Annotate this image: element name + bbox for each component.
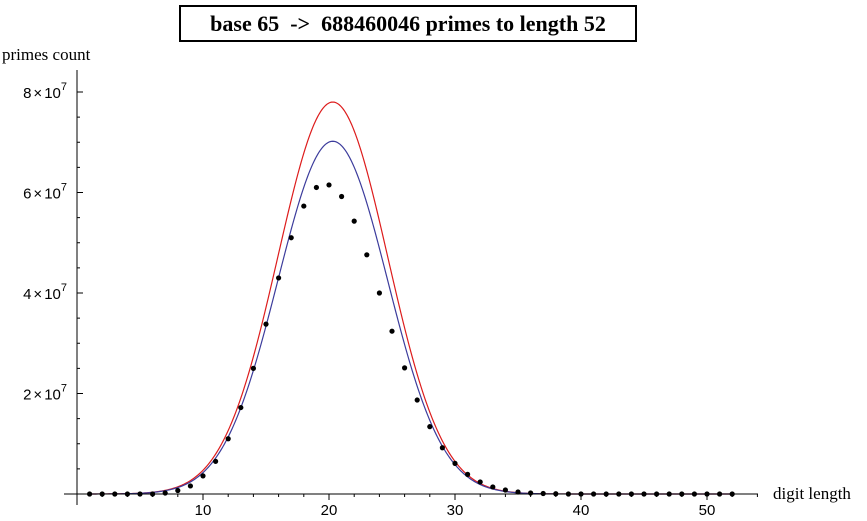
data-point — [389, 328, 395, 334]
data-point — [339, 193, 345, 200]
data-point — [439, 445, 445, 451]
x-tick-label: 20 — [321, 502, 338, 519]
data-point — [175, 487, 181, 494]
data-point — [515, 489, 521, 495]
fit-curve-1 — [89, 101, 731, 495]
y-tick-label: 2 × 107 — [23, 383, 67, 404]
x-tick-label: 40 — [573, 502, 590, 519]
data-point — [288, 235, 294, 241]
data-point — [162, 490, 168, 496]
data-point — [263, 321, 269, 327]
y-axis-title: primes count — [2, 45, 91, 64]
data-point — [276, 275, 282, 281]
data-point — [200, 473, 206, 479]
axes — [64, 70, 758, 505]
x-axis-title: digit length — [773, 484, 851, 503]
data-point — [477, 479, 483, 485]
data-point — [502, 487, 508, 493]
data-point — [225, 436, 231, 442]
data-points — [87, 182, 735, 497]
x-tick-label: 50 — [699, 502, 716, 519]
x-ticks: 10 20 30 40 50 — [101, 494, 758, 519]
data-point — [402, 365, 408, 371]
data-point — [364, 252, 370, 258]
fit-curves — [89, 101, 731, 495]
data-point — [414, 397, 420, 403]
data-point — [326, 182, 332, 188]
y-ticks: 2 × 107 4 × 107 6 × 107 8 × 107 — [23, 81, 83, 470]
data-point — [351, 218, 357, 224]
data-point — [465, 471, 471, 477]
fit-curve-2 — [89, 140, 731, 495]
y-tick-label: 6 × 107 — [23, 182, 67, 203]
x-tick-label: 10 — [195, 502, 212, 519]
data-point — [213, 458, 219, 464]
data-point — [452, 460, 458, 466]
data-point — [376, 290, 382, 296]
y-tick-label: 8 × 107 — [23, 81, 67, 102]
chart-title: base 65 -> 688460046 primes to length 52 — [179, 5, 637, 42]
data-point — [301, 203, 307, 209]
data-point — [313, 184, 319, 191]
x-tick-label: 30 — [447, 502, 464, 519]
data-point — [238, 404, 244, 411]
data-point — [187, 483, 193, 489]
data-point — [427, 424, 433, 430]
data-point — [250, 365, 256, 371]
y-tick-label: 4 × 107 — [23, 282, 67, 303]
data-point — [490, 484, 496, 490]
